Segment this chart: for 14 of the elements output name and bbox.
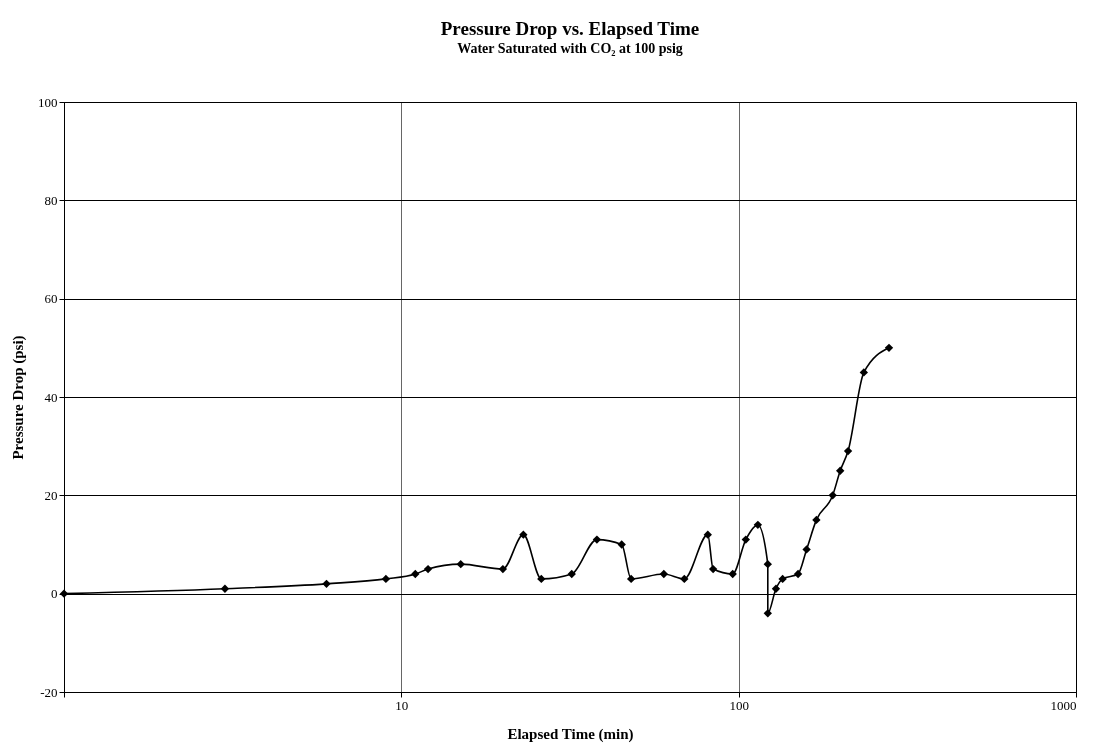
x-tick-label: 10 xyxy=(395,697,409,713)
chart-subtitle: Water Saturated with CO₂ at 100 psig xyxy=(457,41,683,56)
y-tick-label: 40 xyxy=(44,389,58,405)
y-tick-label: 100 xyxy=(38,94,58,110)
x-tick-label: 1000 xyxy=(1050,697,1077,713)
y-axis-title: Pressure Drop (psi) xyxy=(10,335,27,460)
x-tick-label: 100 xyxy=(729,697,749,713)
chart-title: Pressure Drop vs. Elapsed Time xyxy=(440,18,700,39)
y-tick-label: 80 xyxy=(44,192,58,208)
x-axis-title: Elapsed Time (min) xyxy=(507,725,634,743)
y-tick-label: 0 xyxy=(51,586,58,602)
y-tick-label: 20 xyxy=(44,487,58,503)
y-tick-label: 60 xyxy=(44,291,58,307)
y-tick-label: -20 xyxy=(40,684,58,700)
